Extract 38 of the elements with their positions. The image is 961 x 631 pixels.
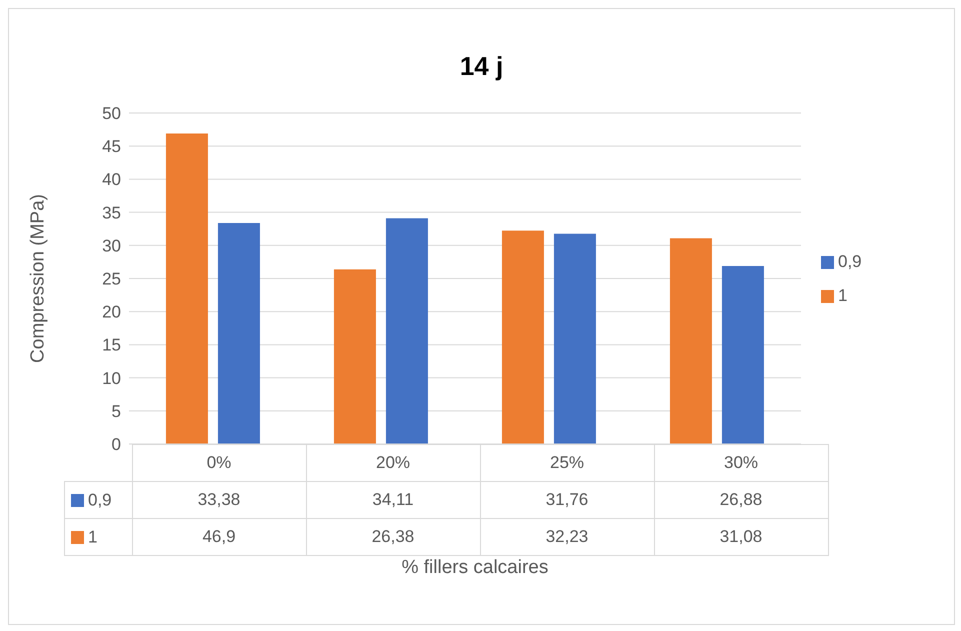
data-label: 34,11 xyxy=(306,482,480,518)
data-label: 26,38 xyxy=(306,518,480,556)
bar xyxy=(218,223,260,444)
x-axis-title: % fillers calcaires xyxy=(400,557,550,579)
bar xyxy=(670,238,712,444)
y-tick-label: 10 xyxy=(102,368,121,388)
legend-label: 0,9 xyxy=(838,252,862,271)
y-tick-label: 25 xyxy=(102,270,121,289)
data-label: 32,23 xyxy=(480,518,654,556)
x-tick-label: 25% xyxy=(480,444,654,482)
y-tick-label: 5 xyxy=(112,402,121,421)
y-tick-label: 30 xyxy=(102,236,121,256)
y-tick-label: 45 xyxy=(102,137,121,156)
y-axis-title: Compression (MPa) xyxy=(28,194,49,363)
bar xyxy=(722,266,764,444)
bar xyxy=(166,134,208,444)
data-label: 46,9 xyxy=(132,518,306,556)
x-tick-label: 30% xyxy=(654,444,828,482)
text: 0,9 xyxy=(88,490,112,510)
data-label: 31,76 xyxy=(480,482,654,518)
y-tick-label: 40 xyxy=(102,170,121,190)
bar xyxy=(554,234,596,444)
x-tick-label: 0% xyxy=(132,444,306,482)
text: 1 xyxy=(838,286,848,305)
y-tick-label: 15 xyxy=(102,336,121,355)
data-label: 33,38 xyxy=(132,482,306,518)
data-label: 26,88 xyxy=(654,482,828,518)
data-label: 31,08 xyxy=(654,518,828,556)
bar xyxy=(502,230,544,444)
y-tick-label: 50 xyxy=(102,104,121,124)
legend-label: 1 xyxy=(88,527,98,546)
y-tick-label: 20 xyxy=(102,302,121,322)
bar xyxy=(334,269,376,444)
y-tick-label: 0 xyxy=(112,435,121,454)
x-tick-label: 20% xyxy=(306,444,480,482)
chart-title: 14 j xyxy=(458,51,504,82)
y-tick-label: 35 xyxy=(102,203,121,222)
bar xyxy=(386,218,428,444)
